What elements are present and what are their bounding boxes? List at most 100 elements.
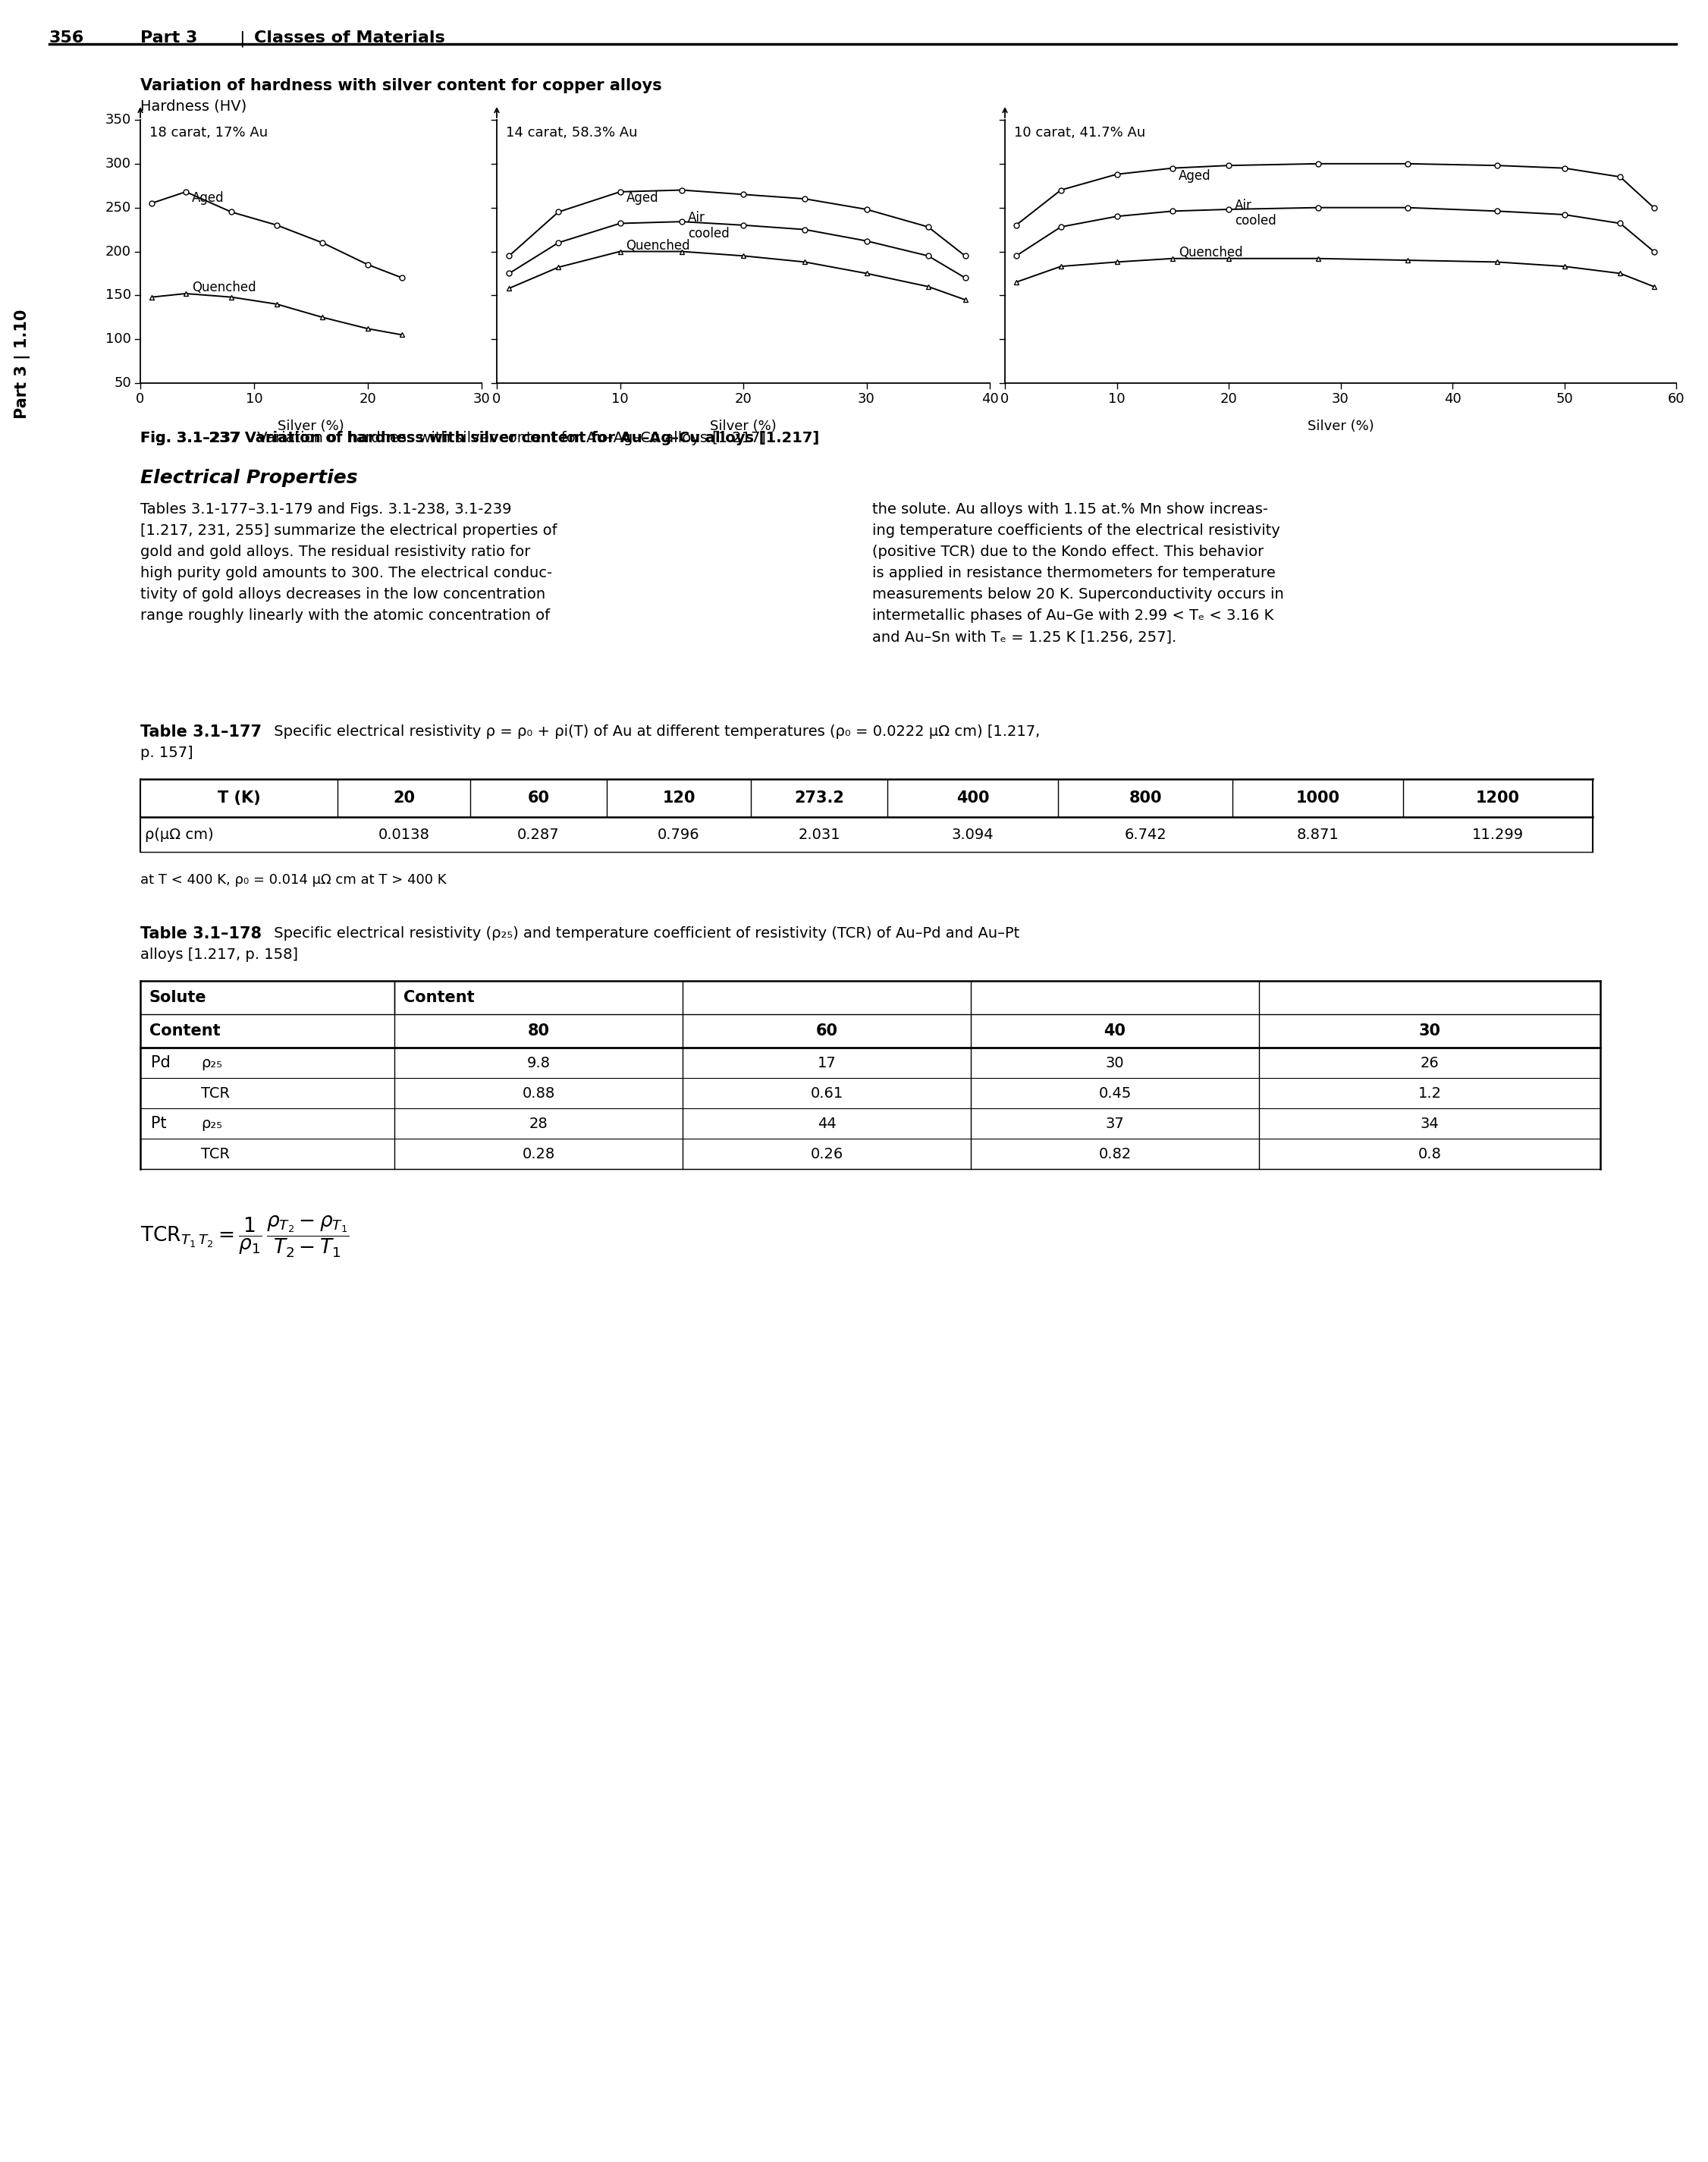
Text: T (K): T (K): [217, 791, 260, 806]
Text: 10: 10: [1108, 391, 1126, 406]
Text: is applied in resistance thermometers for temperature: is applied in resistance thermometers fo…: [873, 566, 1276, 579]
Text: 18 carat, 17% Au: 18 carat, 17% Au: [149, 125, 268, 141]
Text: 60: 60: [1667, 391, 1684, 406]
Text: 40: 40: [1103, 1023, 1126, 1038]
Text: 10 carat, 41.7% Au: 10 carat, 41.7% Au: [1015, 125, 1146, 141]
Text: Tables 3.1-177–3.1-179 and Figs. 3.1-238, 3.1-239: Tables 3.1-177–3.1-179 and Figs. 3.1-238…: [140, 502, 512, 517]
Text: 11.299: 11.299: [1472, 828, 1524, 841]
Text: Quenched: Quenched: [1179, 246, 1243, 259]
Text: Content: Content: [403, 990, 475, 1005]
Text: 10: 10: [611, 391, 629, 406]
Text: 8.871: 8.871: [1296, 828, 1339, 841]
Text: Silver (%): Silver (%): [278, 419, 345, 432]
Text: 60: 60: [528, 791, 550, 806]
Text: Silver (%): Silver (%): [1307, 419, 1373, 432]
Text: the solute. Au alloys with 1.15 at.% Mn show increas-: the solute. Au alloys with 1.15 at.% Mn …: [873, 502, 1267, 517]
Text: 300: 300: [106, 158, 132, 171]
Text: Quenched: Quenched: [627, 238, 690, 253]
Text: range roughly linearly with the atomic concentration of: range roughly linearly with the atomic c…: [140, 608, 550, 623]
Text: and Au–Sn with Tₑ = 1.25 K [1.256, 257].: and Au–Sn with Tₑ = 1.25 K [1.256, 257].: [873, 629, 1177, 644]
Text: 120: 120: [663, 791, 695, 806]
Text: 800: 800: [1129, 791, 1161, 806]
Text: 350: 350: [106, 112, 132, 128]
Text: 30: 30: [857, 391, 874, 406]
Text: 20: 20: [359, 391, 376, 406]
Text: 273.2: 273.2: [794, 791, 844, 806]
Text: ing temperature coefficients of the electrical resistivity: ing temperature coefficients of the elec…: [873, 523, 1281, 538]
Text: (positive TCR) due to the Kondo effect. This behavior: (positive TCR) due to the Kondo effect. …: [873, 545, 1264, 560]
Text: Aged: Aged: [191, 190, 224, 205]
Text: 20: 20: [734, 391, 752, 406]
Text: ρ₂₅: ρ₂₅: [202, 1055, 222, 1070]
Text: 50: 50: [1556, 391, 1573, 406]
Text: Fig. 3.1-237 Variation of hardness with silver content for Au–Ag–Cu alloys [1.21: Fig. 3.1-237 Variation of hardness with …: [140, 430, 820, 445]
Text: Table 3.1–178: Table 3.1–178: [140, 925, 261, 940]
Text: Part 3 | 1.10: Part 3 | 1.10: [15, 309, 31, 419]
Text: at T < 400 K, ρ₀ = 0.014 μΩ cm at T > 400 K: at T < 400 K, ρ₀ = 0.014 μΩ cm at T > 40…: [140, 873, 446, 886]
Text: 0.287: 0.287: [518, 828, 560, 841]
Text: 9.8: 9.8: [526, 1055, 550, 1070]
Text: 10: 10: [246, 391, 263, 406]
Text: 0: 0: [1001, 391, 1009, 406]
Text: 37: 37: [1105, 1116, 1124, 1131]
Text: 2.031: 2.031: [798, 828, 840, 841]
Text: 1.2: 1.2: [1418, 1085, 1442, 1100]
Text: high purity gold amounts to 300. The electrical conduc-: high purity gold amounts to 300. The ele…: [140, 566, 552, 579]
Text: 0.796: 0.796: [658, 828, 700, 841]
Text: ρ₂₅: ρ₂₅: [202, 1116, 222, 1131]
Text: 250: 250: [106, 201, 132, 214]
Text: 30: 30: [1332, 391, 1349, 406]
Text: p. 157]: p. 157]: [140, 746, 193, 761]
Text: 0.82: 0.82: [1098, 1146, 1131, 1161]
Text: 17: 17: [818, 1055, 837, 1070]
Text: Variation of hardness with silver content for Au–Ag–Cu alloys [1.217]: Variation of hardness with silver conten…: [253, 430, 765, 445]
Text: 150: 150: [106, 288, 132, 303]
Text: Aged: Aged: [627, 190, 658, 205]
Text: 28: 28: [529, 1116, 548, 1131]
Text: Silver (%): Silver (%): [711, 419, 777, 432]
Text: Hardness (HV): Hardness (HV): [140, 99, 246, 112]
Text: 0.45: 0.45: [1098, 1085, 1131, 1100]
Text: TCR: TCR: [202, 1085, 231, 1100]
Text: gold and gold alloys. The residual resistivity ratio for: gold and gold alloys. The residual resis…: [140, 545, 531, 560]
Text: Table 3.1–177: Table 3.1–177: [140, 724, 261, 739]
Text: Air
cooled: Air cooled: [688, 210, 729, 240]
Text: 80: 80: [528, 1023, 550, 1038]
Text: 400: 400: [956, 791, 989, 806]
Text: 0.61: 0.61: [810, 1085, 844, 1100]
Text: 30: 30: [1419, 1023, 1440, 1038]
Text: Air
cooled: Air cooled: [1235, 199, 1276, 227]
Text: Content: Content: [149, 1023, 220, 1038]
Text: Quenched: Quenched: [191, 281, 256, 294]
Text: alloys [1.217, p. 158]: alloys [1.217, p. 158]: [140, 947, 299, 962]
Text: 26: 26: [1421, 1055, 1440, 1070]
Text: 1000: 1000: [1296, 791, 1339, 806]
Text: 44: 44: [818, 1116, 837, 1131]
Text: 0.0138: 0.0138: [377, 828, 430, 841]
Text: 0.8: 0.8: [1418, 1146, 1442, 1161]
Text: 50: 50: [114, 376, 132, 389]
Text: 0.28: 0.28: [523, 1146, 555, 1161]
Text: measurements below 20 K. Superconductivity occurs in: measurements below 20 K. Superconductivi…: [873, 588, 1284, 601]
Text: 200: 200: [106, 244, 132, 257]
Text: 100: 100: [106, 333, 132, 346]
Text: 0: 0: [492, 391, 500, 406]
Text: 14 carat, 58.3% Au: 14 carat, 58.3% Au: [506, 125, 637, 141]
Text: 40: 40: [1443, 391, 1460, 406]
Text: Pt: Pt: [150, 1116, 167, 1131]
Text: 0.88: 0.88: [523, 1085, 555, 1100]
Text: 40: 40: [980, 391, 999, 406]
Text: 20: 20: [393, 791, 415, 806]
Text: Variation of hardness with silver content for copper alloys: Variation of hardness with silver conten…: [140, 78, 661, 93]
Text: Specific electrical resistivity (ρ₂₅) and temperature coefficient of resistivity: Specific electrical resistivity (ρ₂₅) an…: [270, 925, 1020, 940]
Text: [1.217, 231, 255] summarize the electrical properties of: [1.217, 231, 255] summarize the electric…: [140, 523, 557, 538]
Text: $\mathrm{TCR}_{T_1\,T_2} = \dfrac{1}{\rho_1}\,\dfrac{\rho_{T_2} - \rho_{T_1}}{T_: $\mathrm{TCR}_{T_1\,T_2} = \dfrac{1}{\rh…: [140, 1215, 350, 1260]
Text: 60: 60: [816, 1023, 837, 1038]
Text: 6.742: 6.742: [1124, 828, 1167, 841]
Text: Specific electrical resistivity ρ = ρ₀ + ρi(T) of Au at different temperatures (: Specific electrical resistivity ρ = ρ₀ +…: [270, 724, 1040, 739]
Text: Solute: Solute: [149, 990, 207, 1005]
Text: 0: 0: [137, 391, 145, 406]
Text: 0.26: 0.26: [810, 1146, 844, 1161]
Text: 3.094: 3.094: [951, 828, 994, 841]
Text: 30: 30: [1105, 1055, 1124, 1070]
